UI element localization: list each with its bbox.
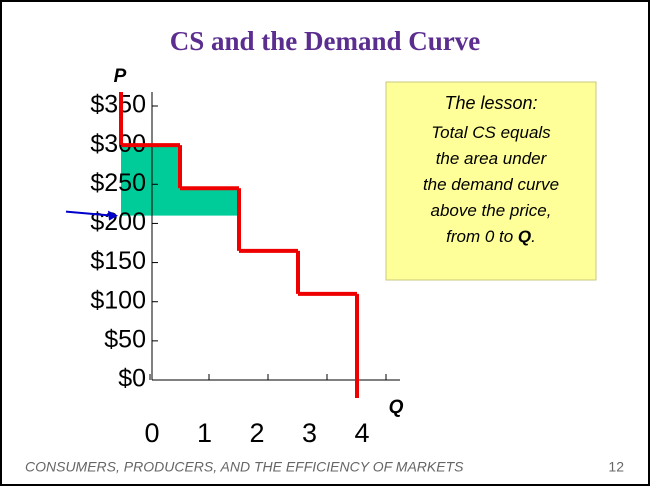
x-axis-label: Q — [389, 397, 404, 418]
y-tick-label: $250 — [90, 169, 146, 197]
x-tick-label: 4 — [354, 418, 369, 448]
consumer-surplus — [180, 188, 239, 216]
annotation-line: the area under — [436, 149, 548, 168]
x-tick-label: 3 — [302, 418, 317, 448]
annotation-line: Total CS equals — [431, 123, 551, 142]
annotation-line: from 0 to Q. — [446, 227, 536, 246]
annotation-text: above the price, — [431, 201, 552, 220]
y-axis-label: P — [114, 66, 127, 87]
footer: CONSUMERS, PRODUCERS, AND THE EFFICIENCY… — [25, 459, 464, 475]
x-tick-label: 1 — [197, 418, 212, 448]
consumer-surplus — [121, 145, 180, 216]
annotation-text: Total CS equals — [431, 123, 551, 142]
annotation-line: the demand curve — [423, 175, 559, 194]
annotation-bold: Q — [518, 227, 531, 246]
annotation-text: the area under — [436, 149, 548, 168]
price-arrow — [65, 210, 113, 217]
annotation-text: from 0 to — [446, 227, 518, 246]
y-tick-label: $200 — [90, 208, 146, 236]
x-tick-label: 0 — [144, 418, 159, 448]
y-tick-label: $50 — [104, 325, 146, 353]
annotation-text: the demand curve — [423, 175, 559, 194]
y-tick-label: $100 — [90, 286, 146, 314]
y-tick-label: $150 — [90, 247, 146, 275]
annotation-end: . — [531, 227, 536, 246]
annotation-line: above the price, — [431, 201, 552, 220]
annotation-box — [385, 81, 597, 281]
y-tick-label: $350 — [90, 91, 146, 119]
y-tick-label: $0 — [118, 365, 146, 393]
annotation-heading: The lesson: — [444, 93, 537, 113]
price-arrowhead — [108, 210, 118, 221]
page-number: 12 — [608, 459, 624, 475]
slide-title: CS and the Demand Curve — [170, 26, 481, 56]
x-tick-label: 2 — [249, 418, 264, 448]
